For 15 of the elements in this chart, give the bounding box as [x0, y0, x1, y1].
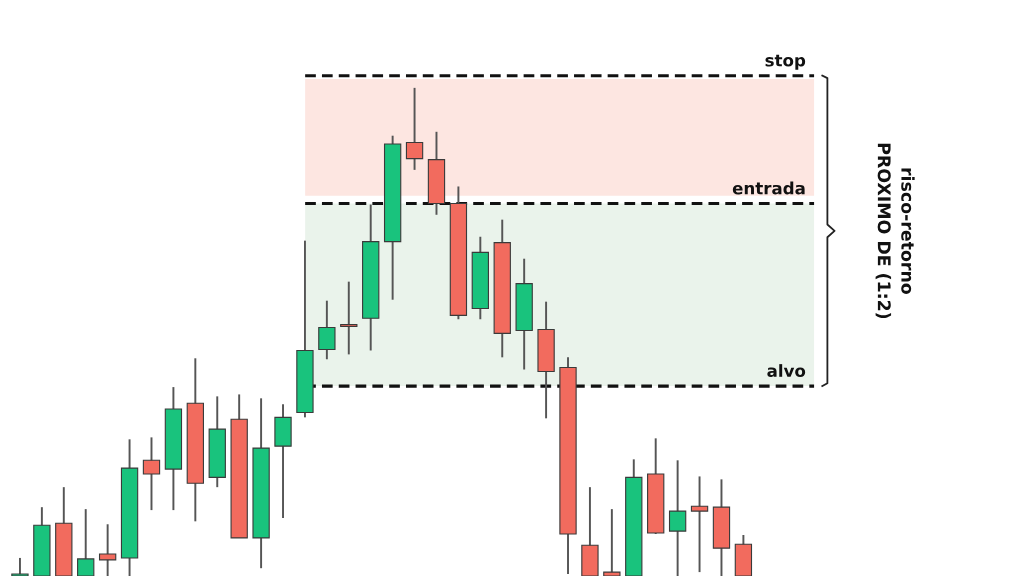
- text: PROXIMO DE (1:2): [875, 143, 892, 319]
- ref-line-label: entrada: [732, 181, 805, 195]
- candlestick: [405, 86, 424, 171]
- candlestick: [690, 475, 709, 574]
- ref-line-label: alvo: [767, 364, 806, 378]
- candlestick: [77, 508, 95, 576]
- candlestick: [318, 299, 336, 361]
- text: risco-retorno: [901, 168, 915, 294]
- candlestick: [11, 556, 29, 576]
- candlestick: [98, 523, 117, 576]
- candlestick: [603, 508, 621, 576]
- ref-line-label: stop: [765, 54, 806, 70]
- candlestick: [668, 459, 687, 576]
- candlestick: [142, 436, 161, 512]
- candlestick: [340, 280, 358, 356]
